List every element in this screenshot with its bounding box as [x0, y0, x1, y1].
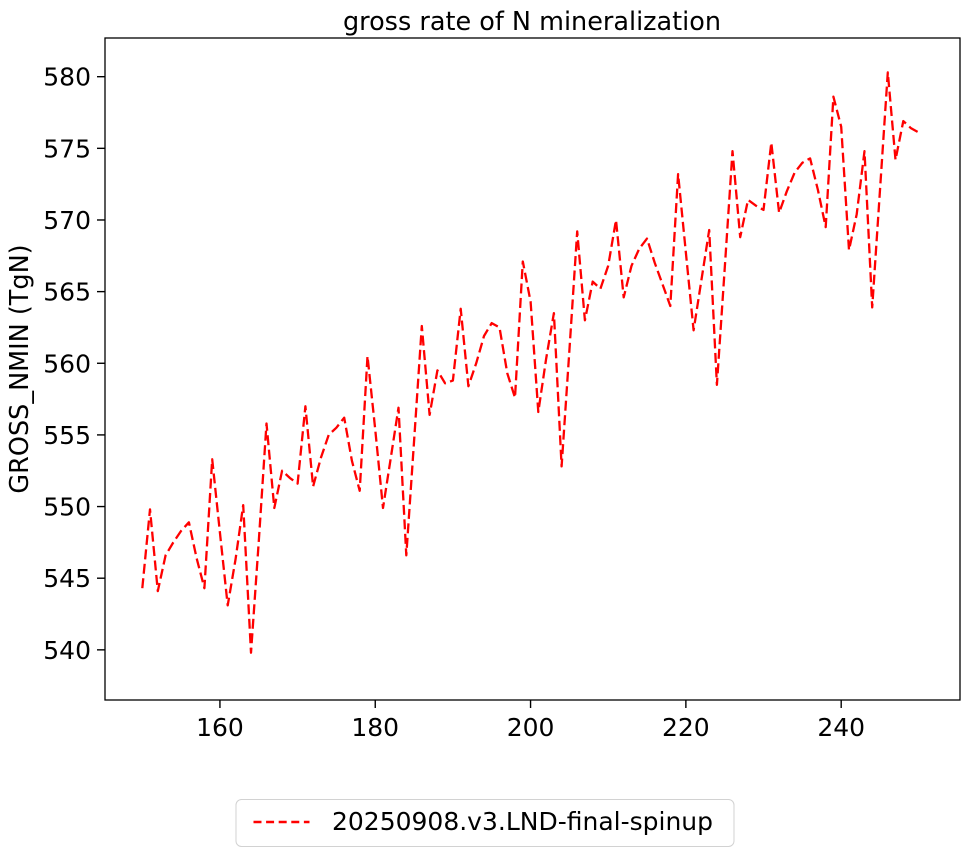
x-tick-label: 180 [351, 713, 399, 742]
y-axis-label: GROSS_NMIN (TgN) [5, 244, 35, 493]
y-tick-label: 560 [43, 349, 91, 378]
x-axis-ticks: 160 180 200 220 240 [196, 700, 865, 742]
x-tick-label: 160 [196, 713, 244, 742]
x-tick-label: 220 [662, 713, 710, 742]
data-line-series [141, 71, 920, 654]
y-tick-label: 545 [43, 564, 91, 593]
plot-frame [104, 37, 961, 701]
legend-label: 20250908.v3.LND-final-spinup [331, 807, 714, 836]
legend[interactable]: 20250908.v3.LND-final-spinup [234, 799, 735, 847]
y-tick-label: 550 [43, 493, 91, 522]
x-tick-label: 240 [817, 713, 865, 742]
y-tick-label: 555 [43, 421, 91, 450]
legend-line-sample [252, 820, 309, 824]
y-axis-ticks: 540 545 550 555 560 565 570 575 580 [43, 63, 105, 665]
y-tick-label: 570 [43, 206, 91, 235]
y-tick-label: 565 [43, 278, 91, 307]
chart-title: gross rate of N mineralization [343, 7, 721, 37]
y-tick-label: 580 [43, 63, 91, 92]
y-tick-label: 540 [43, 636, 91, 665]
x-tick-label: 200 [507, 713, 555, 742]
y-tick-label: 575 [43, 134, 91, 163]
